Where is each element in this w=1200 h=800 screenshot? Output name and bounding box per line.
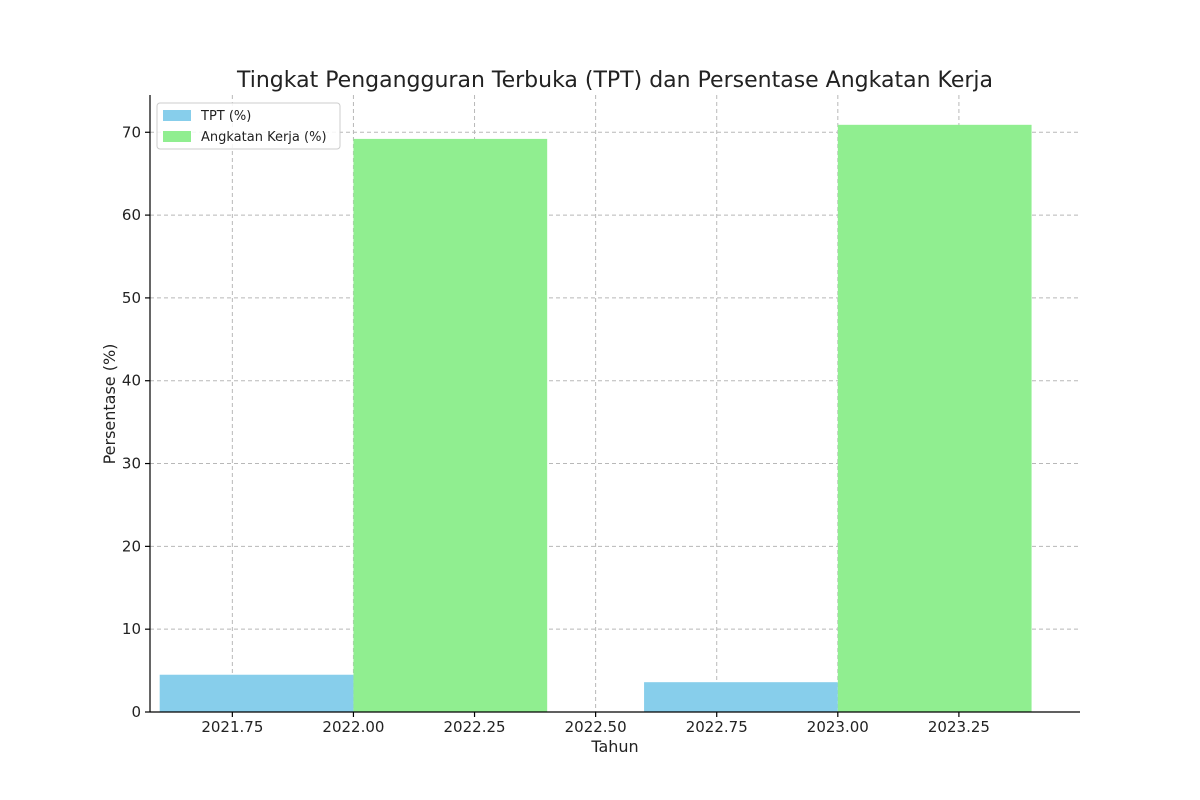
y-tick-label: 30 (122, 455, 141, 473)
bar-tpt-2022 (159, 674, 354, 712)
bar-tpt-2023 (644, 682, 838, 712)
legend: TPT (%) Angkatan Kerja (%) (156, 102, 341, 150)
x-tick-label: 2023.00 (807, 718, 869, 736)
bars-group (159, 124, 1032, 713)
x-tick-label: 2022.50 (565, 718, 627, 736)
x-axis-label: Tahun (590, 737, 638, 756)
legend-swatch (163, 131, 191, 142)
y-tick-label: 20 (122, 537, 141, 555)
x-tick-label: 2021.75 (201, 718, 263, 736)
axes-group (149, 95, 1080, 713)
chart-title: Tingkat Pengangguran Terbuka (TPT) dan P… (236, 68, 993, 93)
legend-label: TPT (%) (200, 109, 251, 124)
y-axis-label: Persentase (%) (100, 344, 119, 465)
legend-label: Angkatan Kerja (%) (201, 130, 327, 145)
x-tick-label: 2022.00 (322, 718, 384, 736)
x-tick-label: 2022.25 (444, 718, 506, 736)
y-ticks-group: 0 10 20 30 40 50 60 70 (122, 123, 150, 721)
x-tick-label: 2023.25 (928, 718, 990, 736)
legend-box (156, 102, 341, 150)
x-tick-label: 2022.75 (686, 718, 748, 736)
x-ticks-group: 2021.75 2022.00 2022.25 2022.50 2022.75 2023.… (201, 712, 990, 736)
y-tick-label: 70 (122, 123, 141, 141)
legend-swatch (163, 110, 191, 121)
y-tick-label: 40 (122, 372, 141, 390)
y-tick-label: 60 (122, 206, 141, 224)
bar-angkatan-kerja-2022 (353, 138, 548, 712)
y-tick-label: 10 (122, 620, 141, 638)
y-tick-label: 50 (122, 289, 141, 307)
bar-angkatan-kerja-2023 (837, 124, 1032, 713)
y-tick-label: 0 (131, 703, 141, 721)
